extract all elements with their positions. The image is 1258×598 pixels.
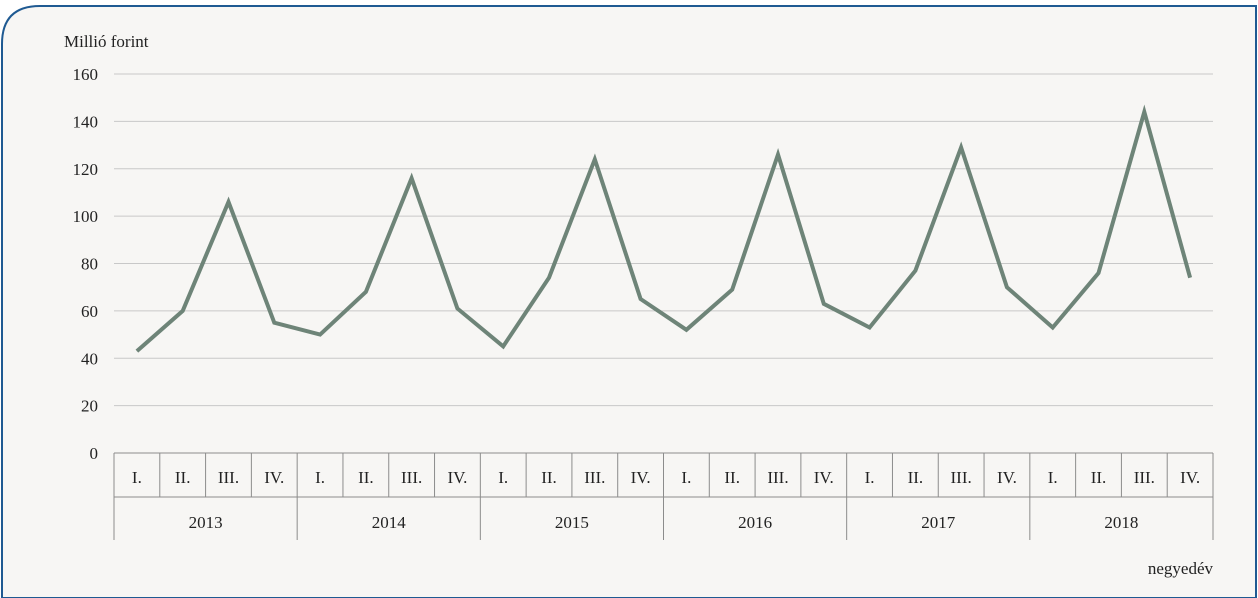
quarter-label: IV. [997,468,1017,487]
quarter-label: IV. [814,468,834,487]
x-axis-label: negyedév [1148,559,1214,578]
y-tick-label: 80 [81,255,98,274]
quarter-label: I. [498,468,508,487]
quarter-label: I. [865,468,875,487]
quarter-label: II. [175,468,191,487]
y-tick-label: 120 [73,160,99,179]
y-axis-label: Millió forint [64,32,149,51]
quarter-label: III. [1134,468,1155,487]
quarter-label: I. [681,468,691,487]
y-tick-label: 160 [73,65,99,84]
quarter-label: I. [132,468,142,487]
year-label: 2016 [738,513,772,532]
quarter-label: II. [358,468,374,487]
quarter-label: III. [218,468,239,487]
year-label: 2015 [555,513,589,532]
quarter-label: I. [1048,468,1058,487]
quarter-label: IV. [264,468,284,487]
quarter-label: III. [767,468,788,487]
quarter-label: II. [724,468,740,487]
quarter-label: IV. [1180,468,1200,487]
grid-lines [114,73,1213,407]
quarter-label: III. [584,468,605,487]
quarter-label: I. [315,468,325,487]
quarter-label: II. [1091,468,1107,487]
year-label: 2017 [921,513,956,532]
plot-area [135,104,1193,353]
year-label: 2014 [372,513,407,532]
y-axis-ticks: 0 20 40 60 80 100 120 140 160 [73,65,99,463]
y-tick-label: 20 [81,397,98,416]
year-label: 2018 [1104,513,1138,532]
quarter-label: II. [541,468,557,487]
quarter-label: IV. [631,468,651,487]
quarter-label: III. [951,468,972,487]
quarter-label: III. [401,468,422,487]
chart-background [1,5,1257,598]
series-line [135,104,1193,353]
y-tick-label: 100 [73,207,99,226]
x-axis: I. II. III. IV. I. II. III. IV. I. II. III. IV. I. II… [113,452,1214,540]
quarter-label: II. [908,468,924,487]
year-label: 2013 [189,513,223,532]
y-tick-label: 40 [81,349,98,368]
quarter-label: IV. [447,468,467,487]
y-tick-label: 140 [73,112,99,131]
y-tick-label: 60 [81,302,98,321]
y-tick-label: 0 [90,444,99,463]
